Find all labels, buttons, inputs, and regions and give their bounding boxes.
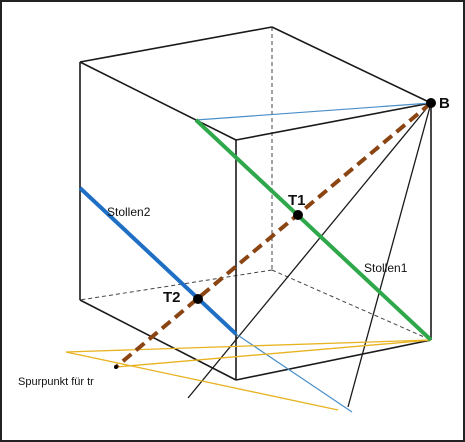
trace-line-lower xyxy=(65,351,339,411)
edge-bottom-front-right xyxy=(235,339,432,381)
projection-line-bottom xyxy=(235,333,353,413)
edge-bottom-front-left xyxy=(79,299,237,381)
trace-point-dot xyxy=(114,365,118,369)
projection-line-top xyxy=(195,102,432,121)
hidden-bottom-edge-left xyxy=(79,269,273,301)
construction-line-b-down xyxy=(347,102,432,408)
label-tunnel-2: Stollen2 xyxy=(107,205,151,219)
label-point-t2: T2 xyxy=(163,289,181,306)
hidden-edges xyxy=(79,27,432,341)
connector-line xyxy=(114,101,433,369)
point-t1 xyxy=(293,210,303,220)
cube-edges xyxy=(79,26,432,381)
construction-line-b-diagonal xyxy=(187,102,432,399)
hidden-bottom-edge-right xyxy=(271,269,432,341)
tunnel-2-line xyxy=(78,186,238,336)
label-point-t1: T1 xyxy=(288,192,306,209)
trace-line-middle xyxy=(115,339,432,368)
label-tunnel-1: Stollen1 xyxy=(364,261,408,275)
edge-top-back-left xyxy=(79,26,273,63)
projection-lines xyxy=(195,102,432,413)
point-b xyxy=(426,98,436,108)
trace-line-upper xyxy=(65,339,432,353)
edge-top-front-left xyxy=(79,61,237,141)
tunnel-1-line xyxy=(194,118,433,342)
label-point-b: B xyxy=(439,95,450,112)
point-t2 xyxy=(193,294,203,304)
label-trace-point: Spurpunkt für tr xyxy=(18,376,94,388)
construction-lines xyxy=(187,102,432,408)
trace-lines xyxy=(65,339,432,411)
edge-top-front-right xyxy=(235,102,432,141)
edge-top-back-right xyxy=(271,26,432,104)
